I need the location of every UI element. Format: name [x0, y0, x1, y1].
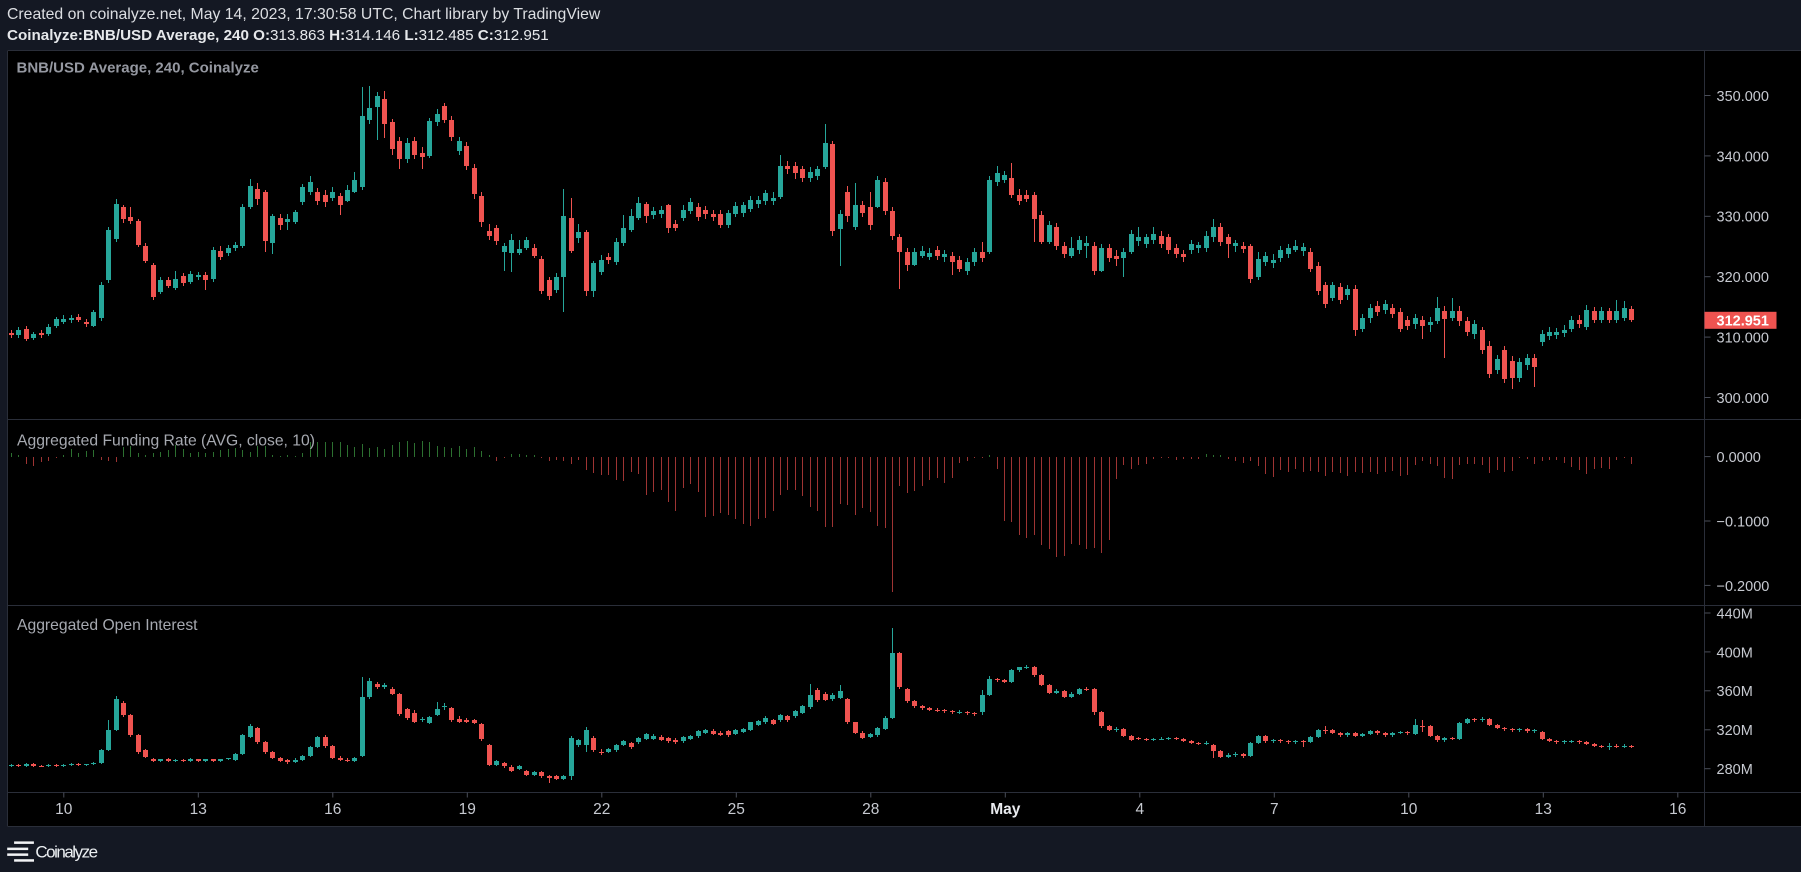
svg-text:28: 28	[862, 801, 879, 818]
svg-text:13: 13	[1535, 801, 1552, 818]
svg-text:0.0000: 0.0000	[1717, 450, 1761, 466]
svg-text:May: May	[990, 801, 1021, 818]
svg-text:312.951: 312.951	[1717, 314, 1769, 330]
svg-text:340.000: 340.000	[1717, 149, 1769, 165]
svg-text:400M: 400M	[1717, 645, 1753, 661]
svg-text:320M: 320M	[1717, 723, 1753, 739]
svg-text:360M: 360M	[1717, 684, 1753, 700]
svg-text:330.000: 330.000	[1717, 210, 1769, 226]
svg-text:10: 10	[1400, 801, 1418, 818]
svg-text:4: 4	[1135, 801, 1144, 818]
svg-text:10: 10	[55, 801, 73, 818]
svg-text:Aggregated Open Interest: Aggregated Open Interest	[17, 617, 198, 634]
svg-text:Coinalyze:BNB/USD Average, 240: Coinalyze:BNB/USD Average, 240 O:313.863…	[7, 27, 549, 44]
svg-text:320.000: 320.000	[1717, 270, 1769, 286]
svg-text:440M: 440M	[1717, 606, 1753, 622]
svg-text:Created on coinalyze.net, May: Created on coinalyze.net, May 14, 2023, …	[7, 6, 601, 23]
svg-text:19: 19	[459, 801, 476, 818]
svg-text:16: 16	[324, 801, 341, 818]
svg-text:7: 7	[1270, 801, 1279, 818]
svg-text:−0.2000: −0.2000	[1717, 579, 1770, 595]
svg-text:−0.1000: −0.1000	[1717, 514, 1770, 530]
svg-text:13: 13	[190, 801, 207, 818]
svg-text:280M: 280M	[1717, 762, 1753, 778]
svg-text:310.000: 310.000	[1717, 331, 1769, 347]
svg-text:BNB/USD Average, 240, Coinalyz: BNB/USD Average, 240, Coinalyze	[17, 60, 259, 77]
svg-text:Coinalyze: Coinalyze	[35, 842, 97, 861]
svg-text:22: 22	[593, 801, 610, 818]
svg-text:25: 25	[728, 801, 745, 818]
svg-text:16: 16	[1669, 801, 1686, 818]
svg-text:Aggregated Funding Rate (AVG,: Aggregated Funding Rate (AVG, close, 10)	[17, 433, 315, 450]
svg-text:300.000: 300.000	[1717, 391, 1769, 407]
svg-text:350.000: 350.000	[1717, 89, 1769, 105]
